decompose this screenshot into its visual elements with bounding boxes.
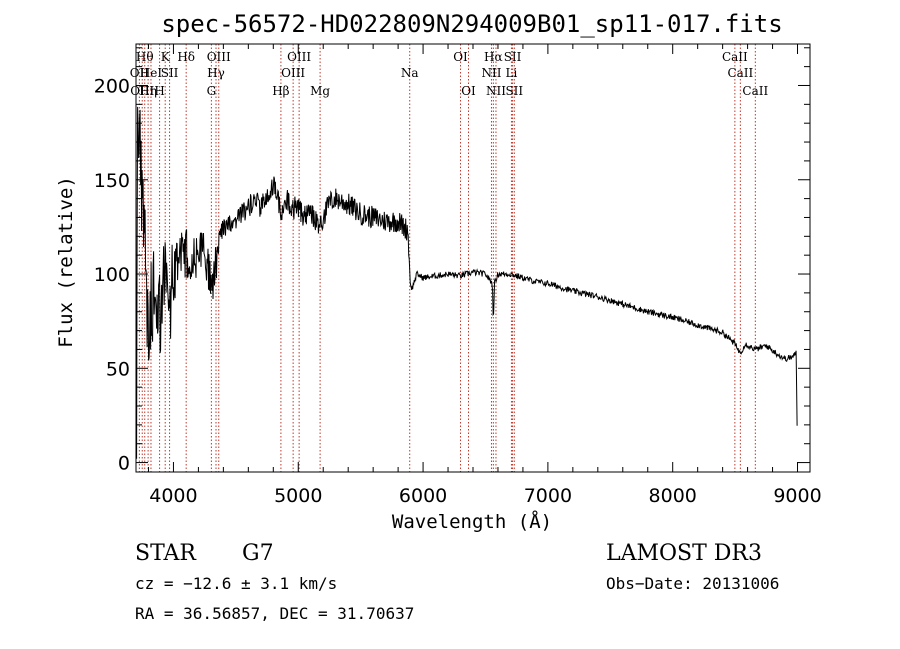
y-axis-ticks: 0 50 100 150 200 [94,47,810,475]
spectral-line-label: Mg [310,84,330,98]
spectral-line-label: Hη [139,84,157,98]
spectral-line-label: Na [401,66,419,80]
object-subclass: G7 [242,541,274,566]
y-tick-label: 100 [94,264,130,286]
y-tick-label: 50 [106,358,130,380]
x-axis-ticks: 4000 5000 6000 7000 8000 9000 [147,44,822,507]
spectral-line-label: Hβ [272,84,289,98]
observation-date: Obs−Date: 20131006 [606,574,779,593]
spectral-line-label: K [161,50,171,64]
spectral-line-label: H [154,84,164,98]
spectral-line-label: SII [161,66,179,80]
x-axis-label: Wavelength (Å) [392,510,552,533]
x-tick-label: 4000 [149,485,197,507]
plot-frame [135,43,811,473]
coordinates-readout: RA = 36.56857, DEC = 31.70637 [135,604,414,623]
x-tick-label: 9000 [773,485,821,507]
spectral-line-label: HeI [140,66,163,80]
spectral-line-label: OI [453,50,468,64]
spectral-line-markers [138,44,756,472]
spectral-line-label: G [207,84,217,98]
x-tick-label: 5000 [274,485,322,507]
spectral-line-label: Hθ [136,50,154,64]
spectral-line-label: OIII [281,66,305,80]
spectral-line-labels: OIIOIIIHθHηHeIHKSIIHδGHγOIIIHβOIIIOIIIMg… [130,50,769,98]
y-tick-label: 0 [118,453,130,475]
spectral-line-label: SII [505,84,523,98]
spectral-line-label: NII [486,84,506,98]
spectral-line-label: OII [130,66,150,80]
y-tick-label: 200 [94,75,130,97]
flux-series-line [136,106,798,459]
object-class: STAR [135,541,197,566]
redshift-readout: cz = −12.6 ± 3.1 km/s [135,574,337,593]
spectral-line-label: OIII [287,50,311,64]
spectral-line-label: NII [481,66,501,80]
spectral-line-label: Li [506,66,518,80]
x-tick-label: 7000 [524,485,572,507]
y-tick-label: 150 [94,170,130,192]
spectral-line-label: CaII [722,50,748,64]
spectral-line-label: OIII [207,50,231,64]
spectral-line-label: CaII [727,66,753,80]
chart-title: spec-56572-HD022809N294009B01_sp11-017.f… [161,10,782,38]
survey-name: LAMOST DR3 [606,541,762,566]
spectral-line-label: OI [461,84,476,98]
spectral-line-label: Hα [484,50,503,64]
spectral-line-label: CaII [742,84,768,98]
y-axis-label: Flux (relative) [55,176,77,348]
spectral-line-label: Hγ [207,66,225,80]
x-tick-label: 8000 [649,485,697,507]
spectral-line-label: Hδ [177,50,195,64]
x-tick-label: 6000 [399,485,447,507]
spectral-line-label: SII [504,50,522,64]
